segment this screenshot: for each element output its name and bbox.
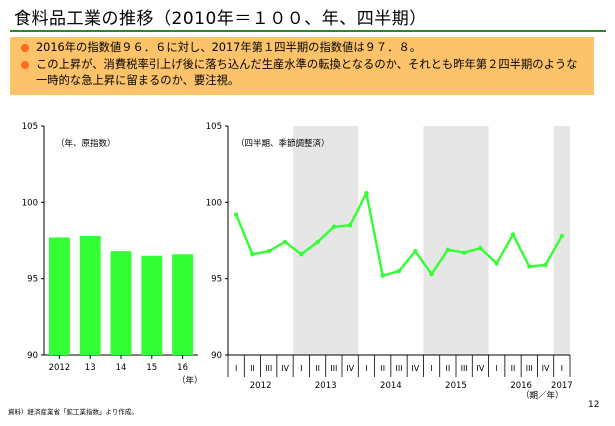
bullet-dot-icon [21, 44, 29, 52]
line-y-tick-label: 95 [211, 275, 222, 285]
annual-bar-chart: 105 100 95 90 2012 13 14 15 16 （年、原指数） （年） [22, 122, 203, 386]
source-note: 資料）経済産業省「鉱工業指数」より作成。 [8, 408, 138, 416]
data-point [315, 239, 320, 245]
quarter-label: I [365, 364, 367, 373]
line-y-tick-label: 90 [211, 351, 222, 361]
quarter-label: IV [281, 364, 289, 373]
data-point [445, 247, 451, 252]
title-divider [10, 30, 606, 32]
data-point [413, 248, 418, 254]
year-shade [293, 126, 359, 355]
data-point [527, 264, 532, 269]
data-point [299, 252, 304, 257]
bar-y-tick-label: 100 [22, 198, 38, 208]
page-title: 食料品工業の推移（2010年＝１００、年、四半期） [14, 9, 427, 29]
quarter-label: I [235, 364, 237, 373]
data-point [380, 273, 385, 278]
bar [172, 254, 194, 355]
bar-x-unit: （年） [177, 375, 203, 386]
bar-x-tick-label: 14 [116, 363, 127, 373]
data-point [250, 252, 255, 257]
quarter-label: III [461, 364, 468, 373]
data-point [461, 250, 467, 255]
bar-x-tick-label: 13 [85, 363, 96, 373]
bar [79, 235, 101, 355]
summary-box: 2016年の指数値９６．６に対し、2017年第１四半期の指数値は９７．８。 この… [10, 37, 594, 95]
data-point [364, 190, 369, 196]
bullet-dot-icon [21, 61, 29, 69]
quarter-label: I [430, 364, 432, 373]
bullet-1-text: 2016年の指数値９６．６に対し、2017年第１四半期の指数値は９７．８。 [36, 41, 422, 54]
data-point [478, 245, 483, 251]
year-label: 2013 [315, 381, 337, 391]
data-point [510, 232, 516, 237]
bar-legend: （年、原指数） [56, 138, 116, 149]
year-label: 2015 [445, 381, 467, 391]
year-label: 2016 [510, 381, 532, 391]
quarter-label: IV [477, 364, 485, 373]
bar-x-tick-label: 2012 [49, 363, 71, 373]
year-shade [553, 126, 570, 355]
quarter-label: I [300, 364, 302, 373]
data-point [266, 248, 271, 254]
data-point [543, 262, 548, 268]
bullet-2: この上昇が、消費税率引上げ後に落ち込んだ生産水準の転換となるのか、それとも昨年第… [10, 57, 588, 89]
quarter-label: IV [542, 364, 550, 373]
bullet-1: 2016年の指数値９６．６に対し、2017年第１四半期の指数値は９７．８。 [10, 40, 588, 56]
quarter-label: I [561, 364, 563, 373]
year-label: 2012 [250, 381, 272, 391]
year-label: 2014 [380, 381, 402, 391]
quarter-label: III [265, 364, 272, 373]
line-y-tick-label: 100 [206, 198, 222, 208]
quarter-label: II [511, 364, 516, 373]
year-label: 2017 [551, 381, 573, 391]
bullet-2-text: この上昇が、消費税率引上げ後に落ち込んだ生産水準の転換となるのか、それとも昨年第… [36, 58, 578, 87]
bar [110, 251, 132, 355]
data-point [347, 223, 353, 228]
quarter-label: IV [346, 364, 354, 373]
bar-x-tick-label: 16 [177, 363, 188, 373]
bar-x-tick-label: 15 [146, 363, 157, 373]
data-point [429, 271, 434, 277]
bar [48, 237, 70, 355]
line-legend: （四半期、季節調整済） [236, 138, 330, 149]
quarter-label: I [496, 364, 498, 373]
quarter-label: III [330, 364, 337, 373]
quarter-label: II [445, 364, 450, 373]
quarter-label: II [315, 364, 320, 373]
data-point [282, 239, 288, 245]
line-y-tick-label: 105 [206, 122, 222, 132]
data-point [331, 224, 337, 229]
line-x-unit: （期／年） [521, 390, 564, 401]
data-point [233, 212, 239, 217]
quarter-label: IV [411, 364, 419, 373]
bar-y-tick-label: 95 [27, 275, 38, 285]
year-shade [423, 126, 489, 355]
data-point [494, 261, 499, 266]
quarter-label: III [395, 364, 402, 373]
bar-y-tick-label: 90 [27, 351, 38, 361]
bar-y-tick-label: 105 [22, 122, 38, 132]
quarter-label: II [250, 364, 255, 373]
quarter-label: III [526, 364, 533, 373]
data-point [559, 233, 565, 239]
page-number: 12 [588, 400, 600, 410]
data-point [396, 268, 402, 274]
bar [141, 255, 163, 355]
quarter-label: II [380, 364, 385, 373]
